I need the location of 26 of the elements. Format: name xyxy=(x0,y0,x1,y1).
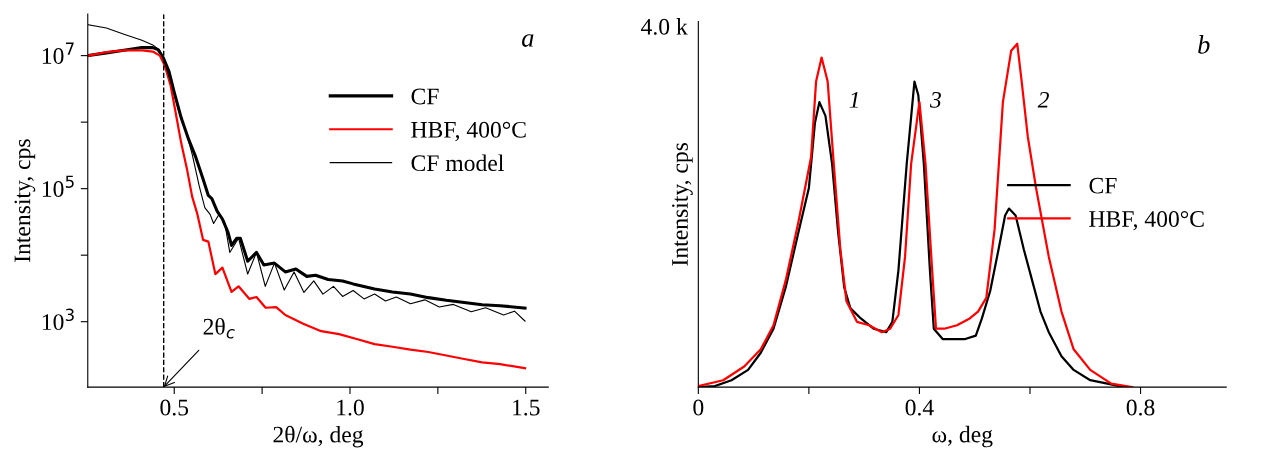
annotation: 1 xyxy=(849,92,858,108)
y-axis-title: Intensity, cps xyxy=(672,142,693,266)
text: 4.0 k xyxy=(641,18,688,35)
annotation: 2θ$_{c}$ xyxy=(203,317,235,339)
y-tick-label: 10$^{5}$ xyxy=(42,175,74,197)
legend-label: CF xyxy=(1089,177,1117,194)
legend-label: HBF, 400°C xyxy=(1089,211,1204,231)
legend-label: CF xyxy=(411,88,439,105)
x-tick-label: 0.8 xyxy=(1126,399,1155,416)
annotation: 3 xyxy=(929,91,941,108)
x-axis-title: ω, deg xyxy=(932,425,993,448)
y-tick-label: 10$^{3}$ xyxy=(42,308,74,331)
legend-label: HBF, 400°C xyxy=(411,121,526,142)
x-axis-title: 2θ/ω, deg xyxy=(273,425,364,448)
legend-label: CF model xyxy=(411,154,504,172)
x-tick-label: 0 xyxy=(693,399,704,416)
y-tick-label: 10$^{7}$ xyxy=(42,42,74,64)
annotation: 2 xyxy=(1037,91,1049,108)
annotation: a xyxy=(522,34,534,47)
annotation: b xyxy=(1198,35,1210,54)
x-tick-label: 1.0 xyxy=(337,399,364,416)
line-series xyxy=(87,49,527,370)
y-axis-title: Intensity, cps xyxy=(14,139,36,262)
x-tick-label: 1.5 xyxy=(513,399,540,416)
x-tick-label: 0.5 xyxy=(160,399,189,416)
x-tick-label: 0.4 xyxy=(905,399,934,416)
